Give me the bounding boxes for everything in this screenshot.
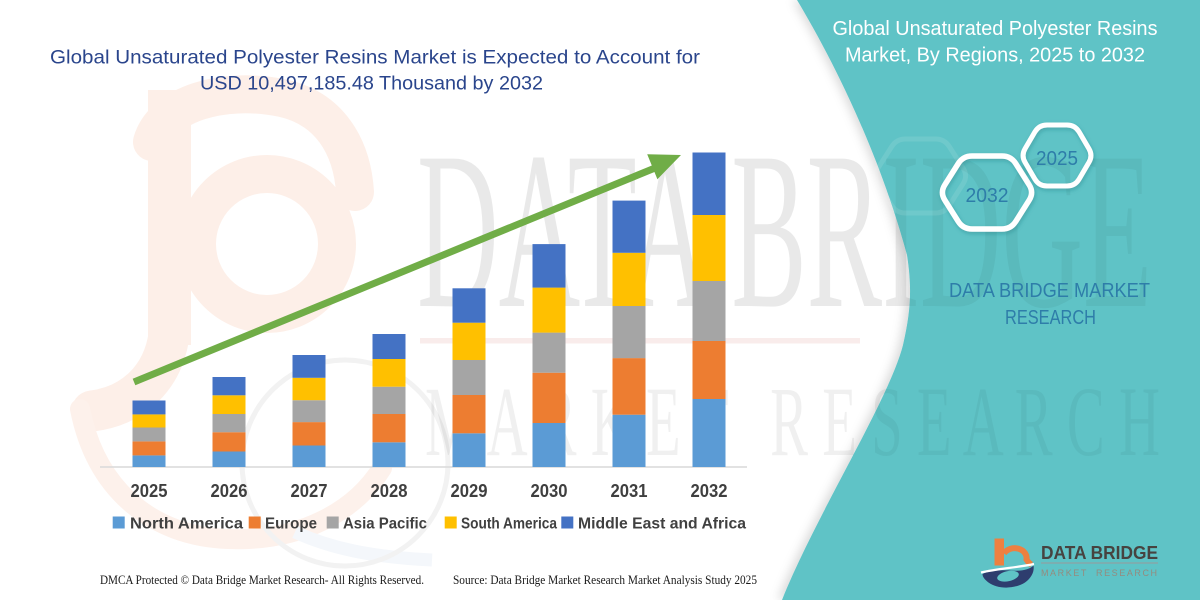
svg-text:South America: South America <box>461 516 557 533</box>
svg-text:USD 10,497,185.48 Thousand by: USD 10,497,185.48 Thousand by 2032 <box>200 73 543 95</box>
svg-text:DMCA Protected © Data Bridge M: DMCA Protected © Data Bridge Market Rese… <box>100 573 424 587</box>
svg-text:Source: Data Bridge Market Res: Source: Data Bridge Market Research Mark… <box>453 573 757 587</box>
svg-text:RESEARCH: RESEARCH <box>1005 306 1096 329</box>
svg-text:2026: 2026 <box>211 481 248 501</box>
svg-text:Europe: Europe <box>265 516 317 533</box>
svg-text:Global Unsaturated Polyester R: Global Unsaturated Polyester Resins <box>833 18 1158 40</box>
svg-text:DATA BRIDGE: DATA BRIDGE <box>1041 542 1158 563</box>
svg-text:2025: 2025 <box>131 481 168 501</box>
svg-text:2032: 2032 <box>691 481 728 501</box>
svg-text:2030: 2030 <box>531 481 568 501</box>
svg-text:Middle East and Africa: Middle East and Africa <box>578 516 746 533</box>
svg-text:Global Unsaturated Polyester R: Global Unsaturated Polyester Resins Mark… <box>50 47 701 69</box>
svg-text:MARKET RESEARCH: MARKET RESEARCH <box>1041 568 1157 578</box>
svg-text:Market, By Regions, 2025 to 20: Market, By Regions, 2025 to 2032 <box>845 45 1145 67</box>
svg-text:Asia Pacific: Asia Pacific <box>343 516 427 533</box>
svg-text:2029: 2029 <box>451 481 488 501</box>
svg-text:North America: North America <box>130 516 243 533</box>
svg-text:2027: 2027 <box>291 481 328 501</box>
svg-text:2032: 2032 <box>966 184 1009 207</box>
svg-text:2028: 2028 <box>371 481 408 501</box>
svg-text:DATA BRIDGE MARKET: DATA BRIDGE MARKET <box>949 279 1150 302</box>
svg-text:2031: 2031 <box>611 481 648 501</box>
svg-text:2025: 2025 <box>1036 147 1078 170</box>
